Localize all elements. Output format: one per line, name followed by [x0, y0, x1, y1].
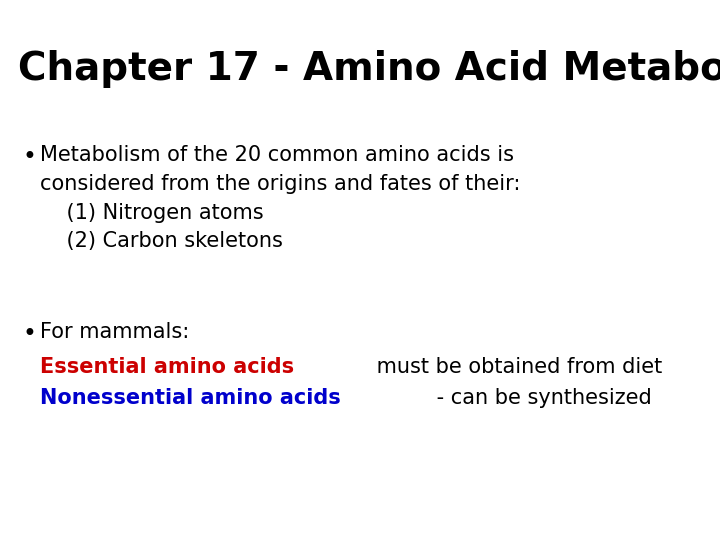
Text: For mammals:: For mammals:: [40, 322, 189, 342]
Text: - can be synthesized: - can be synthesized: [430, 388, 652, 408]
Text: •: •: [22, 322, 36, 346]
Text: Nonessential amino acids: Nonessential amino acids: [40, 388, 341, 408]
Text: Metabolism of the 20 common amino acids is
considered from the origins and fates: Metabolism of the 20 common amino acids …: [40, 145, 521, 252]
Text: Chapter 17 - Amino Acid Metabolism: Chapter 17 - Amino Acid Metabolism: [18, 50, 720, 88]
Text: must be obtained from diet: must be obtained from diet: [370, 357, 662, 377]
Text: •: •: [22, 145, 36, 169]
Text: Essential amino acids: Essential amino acids: [40, 357, 294, 377]
